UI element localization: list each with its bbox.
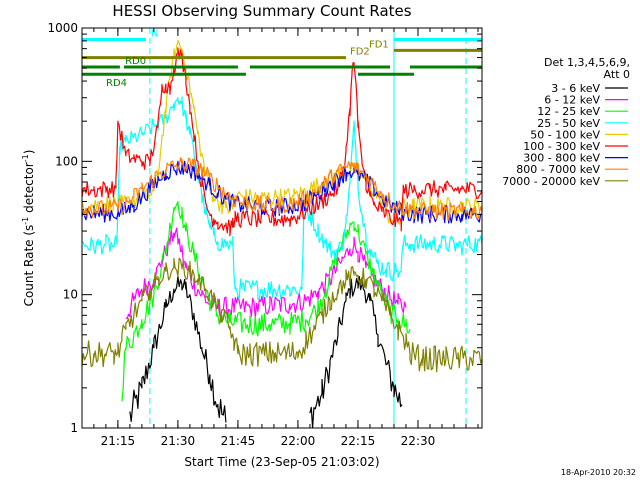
x-axis-label: Start Time (23-Sep-05 21:03:02) — [184, 455, 379, 469]
y-axis-label-end: ) — [22, 150, 36, 155]
plot-frame — [81, 27, 483, 429]
x-tick-label-4: 22:15 — [341, 434, 376, 448]
marker-label-3: RD0 — [125, 56, 146, 67]
y-axis-label: Count Rate (s-1 detector-1) — [21, 150, 36, 307]
legend-label-0: 3 - 6 keV — [551, 82, 600, 95]
legend-label-2: 12 - 25 keV — [537, 105, 600, 118]
x-tick-label-2: 21:45 — [221, 434, 256, 448]
legend-header-1: Att 0 — [604, 68, 630, 81]
marker-label-4: RD4 — [106, 78, 127, 89]
x-tick-label-1: 21:30 — [161, 434, 196, 448]
legend-label-6: 300 - 800 keV — [523, 152, 600, 165]
grid-layer — [81, 28, 467, 428]
legend-label-1: 6 - 12 keV — [544, 94, 600, 107]
y-tick-label-0: 1 — [70, 421, 78, 435]
x-tick-label-0: 21:15 — [101, 434, 136, 448]
y-axis-label-mid: detector — [22, 162, 36, 217]
legend-label-5: 100 - 300 keV — [523, 140, 600, 153]
marker-label-0: N — [151, 28, 158, 39]
legend-label-8: 7000 - 20000 keV — [502, 175, 600, 188]
chart-title: HESSI Observing Summary Count Rates — [112, 2, 411, 20]
marker-label-2: FD2 — [350, 47, 370, 58]
legend-label-4: 50 - 100 keV — [530, 128, 600, 141]
y-axis-label-main: Count Rate (s — [22, 225, 36, 307]
x-tick-label-3: 22:00 — [281, 434, 316, 448]
tick-layer: 21:15 21:30 21:45 22:00 22:15 22:30 1 10 100 1000 — [47, 21, 482, 448]
footer-date: 18-Apr-2010 20:32 — [561, 468, 636, 477]
series-line-2 — [121, 200, 411, 402]
series-line-8 — [81, 257, 483, 373]
y-tick-label-3: 1000 — [47, 21, 78, 35]
legend-label-7: 800 - 7000 keV — [516, 163, 600, 176]
x-tick-label-5: 22:30 — [401, 434, 436, 448]
y-axis-label-sup: -1 — [21, 217, 30, 225]
series-line-6 — [81, 160, 483, 224]
series-layer — [81, 39, 483, 429]
series-line-0 — [129, 276, 403, 429]
series-line-7 — [81, 157, 483, 221]
legend-label-3: 25 - 50 keV — [537, 117, 600, 130]
series-line-1 — [125, 227, 407, 320]
legend-header-0: Det 1,3,4,5,6,9, — [544, 56, 630, 69]
marker-label-1: FD1 — [369, 39, 389, 50]
series-line-3 — [81, 96, 483, 301]
y-axis-label-sup2: -1 — [21, 154, 30, 162]
series-line-5 — [81, 47, 483, 237]
y-tick-label-2: 100 — [55, 154, 78, 168]
y-tick-label-1: 10 — [63, 288, 78, 302]
